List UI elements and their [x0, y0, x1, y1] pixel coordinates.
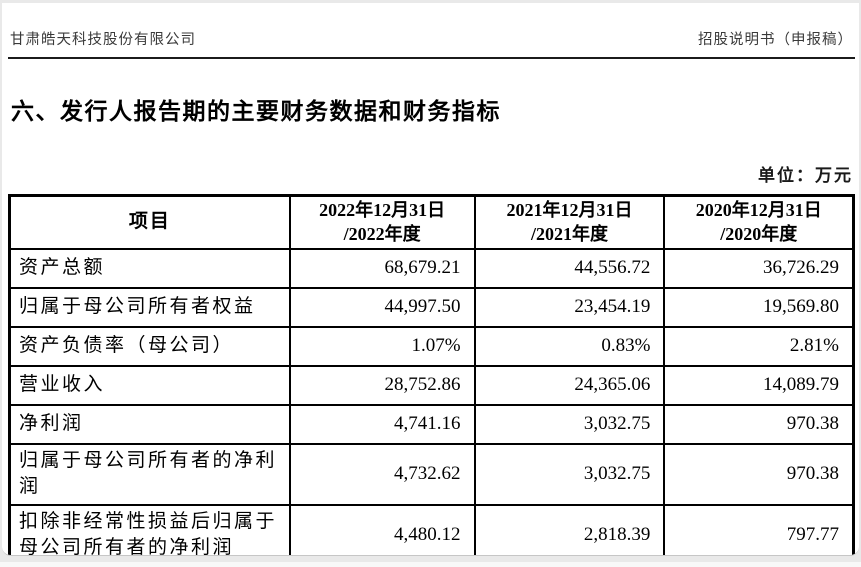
value-2022: 28,752.86	[288, 364, 476, 406]
running-header: 甘肃皓天科技股份有限公司 招股说明书（申报稿）	[8, 28, 855, 59]
row-label: 资产总额	[8, 247, 291, 289]
financial-data-table: 项目 2022年12月31日 /2022年度 2021年12月31日 /2021…	[8, 194, 855, 555]
document-content: 甘肃皓天科技股份有限公司 招股说明书（申报稿） 六、发行人报告期的主要财务数据和…	[2, 3, 859, 555]
value-2022: 44,997.50	[288, 286, 476, 328]
document-page: 甘肃皓天科技股份有限公司 招股说明书（申报稿） 六、发行人报告期的主要财务数据和…	[2, 3, 859, 556]
unit-note: 单位：万元	[758, 166, 853, 185]
table-row: 资产负债率（母公司） 1.07% 0.83% 2.81%	[8, 325, 855, 367]
column-header-2021: 2021年12月31日 /2021年度	[473, 194, 666, 250]
value-2021: 2,818.39	[473, 503, 666, 555]
column-header-2020: 2020年12月31日 /2020年度	[663, 194, 855, 250]
value-2021: 0.83%	[473, 325, 666, 367]
value-2021: 44,556.72	[473, 247, 666, 289]
value-2022: 4,480.12	[288, 503, 476, 555]
value-2020: 797.77	[663, 503, 855, 555]
table-row: 净利润 4,741.16 3,032.75 970.38	[8, 403, 855, 445]
row-label: 扣除非经常性损益后归属于母公司所有者的净利润	[8, 503, 291, 555]
value-2021: 23,454.19	[473, 286, 666, 328]
value-2022: 68,679.21	[288, 247, 476, 289]
section-title: 六、发行人报告期的主要财务数据和财务指标	[11, 98, 501, 124]
table-header: 项目 2022年12月31日 /2022年度 2021年12月31日 /2021…	[8, 194, 855, 250]
value-2020: 36,726.29	[663, 247, 855, 289]
company-name: 甘肃皓天科技股份有限公司	[10, 32, 196, 48]
row-label: 归属于母公司所有者权益	[8, 286, 291, 328]
row-label: 资产负债率（母公司）	[8, 325, 291, 367]
row-label: 净利润	[8, 403, 291, 445]
table-body: 资产总额 68,679.21 44,556.72 36,726.29 归属于母公…	[8, 247, 855, 555]
value-2022: 4,741.16	[288, 403, 476, 445]
column-header-item: 项目	[8, 194, 291, 250]
value-2021: 3,032.75	[473, 403, 666, 445]
row-label: 归属于母公司所有者的净利润	[8, 442, 291, 506]
table-row: 归属于母公司所有者的净利润 4,732.62 3,032.75 970.38	[8, 442, 855, 506]
value-2020: 970.38	[663, 403, 855, 445]
document-type: 招股说明书（申报稿）	[698, 32, 853, 48]
value-2020: 2.81%	[663, 325, 855, 367]
value-2020: 19,569.80	[663, 286, 855, 328]
window-bottom-strip	[0, 562, 861, 567]
value-2021: 24,365.06	[473, 364, 666, 406]
table-header-row: 项目 2022年12月31日 /2022年度 2021年12月31日 /2021…	[8, 194, 855, 250]
table-row: 营业收入 28,752.86 24,365.06 14,089.79	[8, 364, 855, 406]
value-2020: 970.38	[663, 442, 855, 506]
value-2022: 1.07%	[288, 325, 476, 367]
column-header-2022: 2022年12月31日 /2022年度	[288, 194, 476, 250]
value-2022: 4,732.62	[288, 442, 476, 506]
row-label: 营业收入	[8, 364, 291, 406]
value-2020: 14,089.79	[663, 364, 855, 406]
table-row: 归属于母公司所有者权益 44,997.50 23,454.19 19,569.8…	[8, 286, 855, 328]
table-row: 资产总额 68,679.21 44,556.72 36,726.29	[8, 247, 855, 289]
value-2021: 3,032.75	[473, 442, 666, 506]
table-row: 扣除非经常性损益后归属于母公司所有者的净利润 4,480.12 2,818.39…	[8, 503, 855, 555]
